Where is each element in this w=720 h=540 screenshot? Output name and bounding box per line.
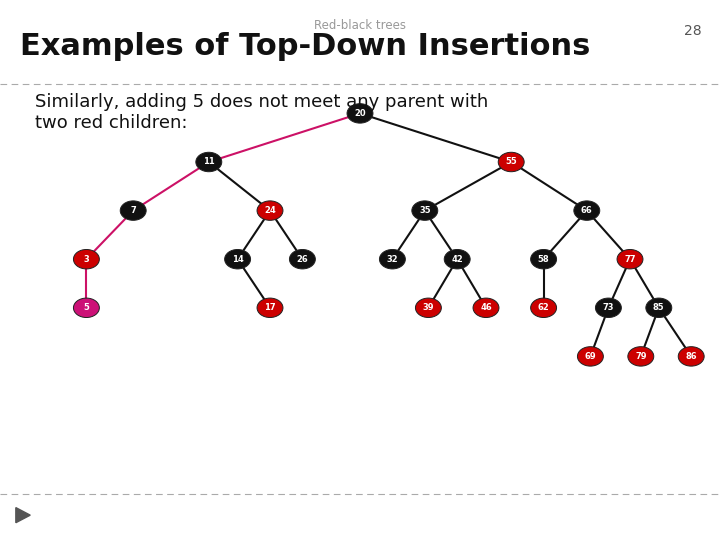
Text: 55: 55 <box>505 158 517 166</box>
Ellipse shape <box>595 298 621 318</box>
Polygon shape <box>16 508 30 523</box>
Text: 77: 77 <box>624 255 636 264</box>
Ellipse shape <box>379 249 405 269</box>
Ellipse shape <box>577 347 603 366</box>
Ellipse shape <box>444 249 470 269</box>
Ellipse shape <box>473 298 499 318</box>
Text: Similarly, adding 5 does not meet any parent with
two red children:: Similarly, adding 5 does not meet any pa… <box>35 93 488 132</box>
Text: 79: 79 <box>635 352 647 361</box>
Ellipse shape <box>678 347 704 366</box>
Ellipse shape <box>73 298 99 318</box>
Text: Red-black trees: Red-black trees <box>314 19 406 32</box>
Text: 11: 11 <box>203 158 215 166</box>
Ellipse shape <box>257 298 283 318</box>
Text: 35: 35 <box>419 206 431 215</box>
Text: 69: 69 <box>585 352 596 361</box>
Ellipse shape <box>646 298 672 318</box>
Text: 66: 66 <box>581 206 593 215</box>
Text: 58: 58 <box>538 255 549 264</box>
Ellipse shape <box>617 249 643 269</box>
Text: 28: 28 <box>685 24 702 38</box>
Ellipse shape <box>574 201 600 220</box>
Ellipse shape <box>120 201 146 220</box>
Text: 73: 73 <box>603 303 614 312</box>
Ellipse shape <box>196 152 222 172</box>
Ellipse shape <box>347 104 373 123</box>
Ellipse shape <box>531 298 557 318</box>
Ellipse shape <box>415 298 441 318</box>
Text: 24: 24 <box>264 206 276 215</box>
Text: 17: 17 <box>264 303 276 312</box>
Ellipse shape <box>628 347 654 366</box>
Text: Examples of Top-Down Insertions: Examples of Top-Down Insertions <box>20 32 590 62</box>
Text: 42: 42 <box>451 255 463 264</box>
Text: 85: 85 <box>653 303 665 312</box>
Text: 32: 32 <box>387 255 398 264</box>
Text: 86: 86 <box>685 352 697 361</box>
Text: 39: 39 <box>423 303 434 312</box>
Text: 14: 14 <box>232 255 243 264</box>
Ellipse shape <box>73 249 99 269</box>
Text: 46: 46 <box>480 303 492 312</box>
Ellipse shape <box>498 152 524 172</box>
Text: 3: 3 <box>84 255 89 264</box>
Text: 5: 5 <box>84 303 89 312</box>
Text: 62: 62 <box>538 303 549 312</box>
Ellipse shape <box>531 249 557 269</box>
Text: 20: 20 <box>354 109 366 118</box>
Ellipse shape <box>257 201 283 220</box>
Ellipse shape <box>412 201 438 220</box>
Ellipse shape <box>225 249 251 269</box>
Ellipse shape <box>289 249 315 269</box>
Text: 26: 26 <box>297 255 308 264</box>
Text: 7: 7 <box>130 206 136 215</box>
